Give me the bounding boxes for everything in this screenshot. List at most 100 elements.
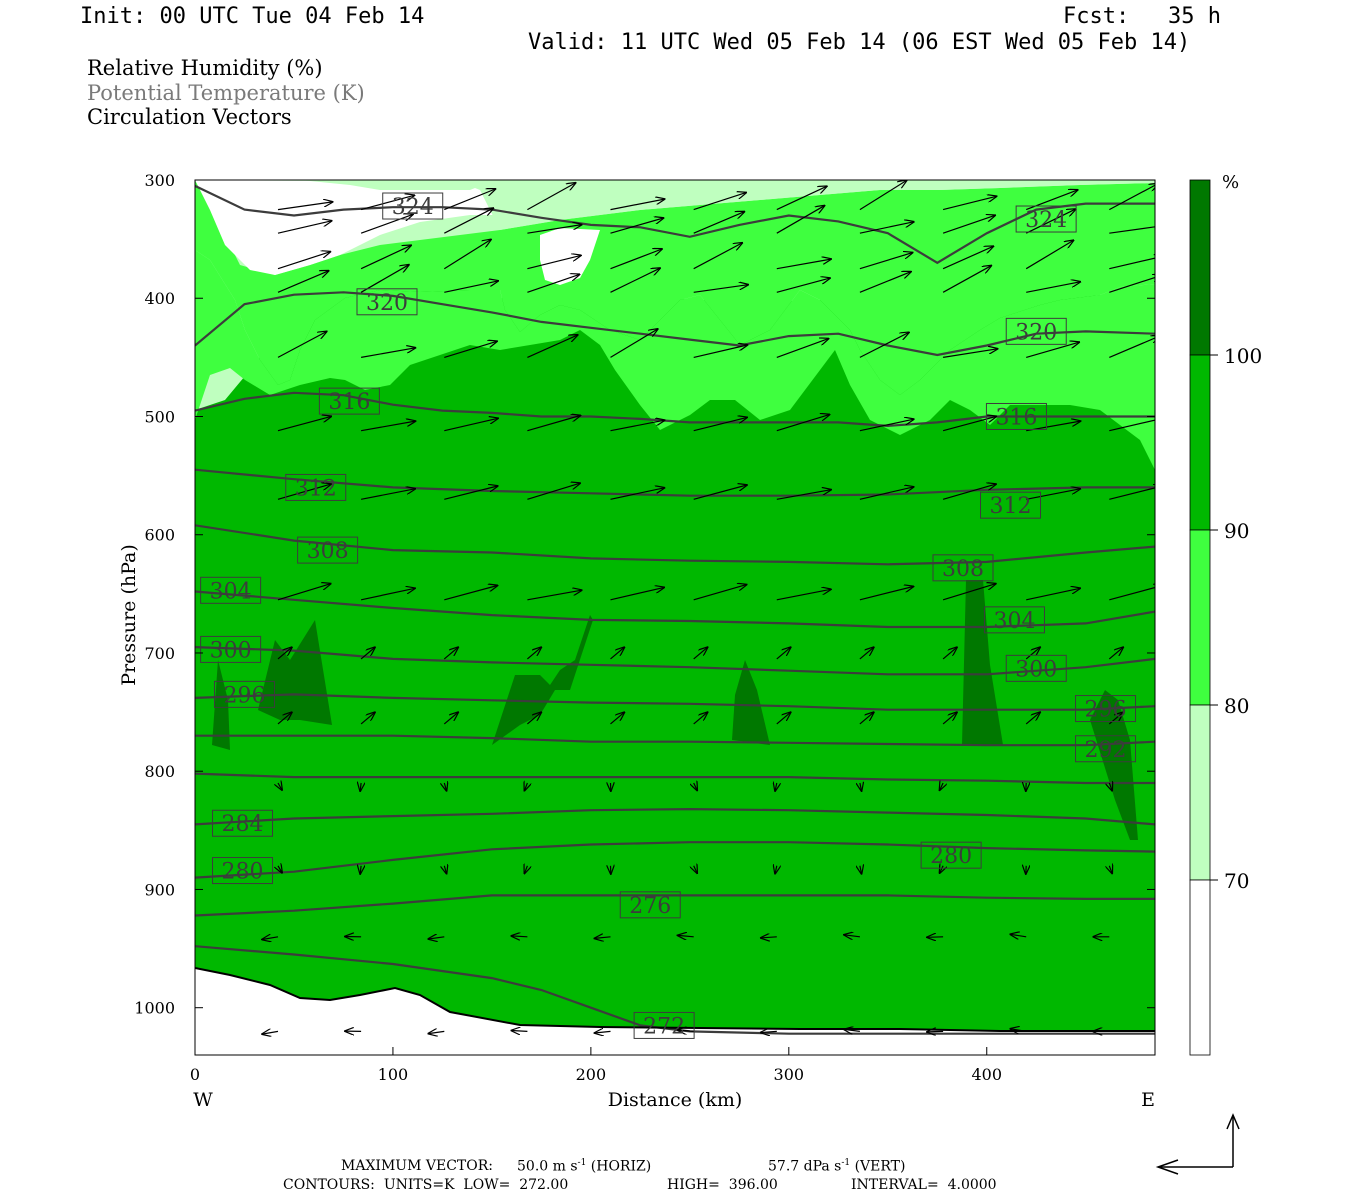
- circulation-vector: [1109, 336, 1155, 358]
- circulation-vector: [942, 484, 996, 500]
- circulation-vector: [610, 218, 664, 234]
- circulation-vector: [360, 588, 415, 601]
- circulation-vector: [527, 274, 579, 293]
- circulation-vector: [443, 712, 458, 725]
- theta-label: 316: [995, 405, 1037, 430]
- rh-above-100-region: [1090, 690, 1138, 840]
- circulation-vector: [511, 1031, 528, 1032]
- circulation-vector: [942, 584, 996, 601]
- circulation-vector: [444, 866, 446, 874]
- theta-label: 316: [328, 390, 370, 415]
- theta-label-box: [1075, 735, 1137, 763]
- circulation-vector: [525, 783, 528, 791]
- circulation-vector: [1109, 486, 1155, 500]
- circulation-vector: [595, 1031, 611, 1033]
- max-vector-vert: 57.7 dPa s-1 (VERT): [768, 1158, 905, 1175]
- circulation-vector: [940, 783, 944, 790]
- theta-contour-320: [195, 291, 1155, 357]
- theta-label-box: [983, 606, 1045, 634]
- circulation-vector: [277, 202, 333, 211]
- rh-80-90-lower-edge: [195, 250, 1155, 470]
- theta-contour-296: [195, 693, 1155, 711]
- theta-label: 292: [1085, 738, 1127, 763]
- circulation-vector: [277, 484, 331, 500]
- high-info: HIGH= 396.00: [667, 1177, 778, 1193]
- circulation-vector: [444, 586, 497, 601]
- circulation-vector: [927, 937, 944, 938]
- circulation-vector: [277, 221, 332, 234]
- circulation-vector: [761, 937, 777, 938]
- circulation-vector: [443, 647, 458, 660]
- rh-above-100-region: [962, 580, 1003, 745]
- theta-contour-272: [195, 945, 1155, 1035]
- theta-label-box: [212, 857, 274, 885]
- colorbar-tick-label: 90: [1224, 519, 1249, 543]
- colorbar-tick-label: 100: [1224, 344, 1262, 368]
- theta-label: 304: [993, 609, 1035, 634]
- theta-label-box: [200, 635, 262, 663]
- circulation-vector: [927, 1031, 944, 1032]
- circulation-vector: [776, 415, 830, 432]
- circulation-vector: [943, 349, 997, 358]
- max-vector-label: MAXIMUM VECTOR:: [341, 1158, 493, 1174]
- circulation-vector: [678, 935, 694, 936]
- circulation-vector: [859, 272, 911, 293]
- circulation-vector: [859, 712, 874, 725]
- circulation-vector: [693, 285, 748, 293]
- circulation-vector: [1010, 934, 1027, 937]
- circulation-vector: [444, 189, 495, 211]
- circulation-vector: [360, 348, 415, 358]
- circulation-vector: [527, 483, 580, 500]
- circulation-vector: [360, 866, 361, 874]
- theta-label: 312: [990, 494, 1032, 519]
- circulation-vector: [444, 486, 497, 500]
- circulation-vector: [360, 647, 375, 660]
- circulation-vector: [859, 487, 914, 500]
- circulation-vector: [776, 186, 827, 211]
- circulation-vector: [1026, 282, 1080, 293]
- circulation-vector: [761, 1031, 777, 1032]
- theta-label-box: [932, 554, 994, 582]
- circulation-vector: [860, 783, 862, 791]
- circulation-vector: [360, 195, 414, 211]
- circulation-vector: [942, 416, 996, 432]
- theta-label-box: [633, 1011, 695, 1039]
- circulation-vector: [277, 712, 292, 725]
- vert-value: 57.7 dPa s: [768, 1158, 842, 1175]
- y-tick-label: 600: [144, 526, 175, 545]
- circulation-vector: [428, 937, 445, 939]
- theta-label-box: [382, 192, 444, 220]
- circulation-vector: [610, 199, 665, 211]
- circulation-vector: [610, 420, 665, 432]
- theta-label-box: [318, 387, 380, 415]
- circulation-vector: [942, 266, 991, 293]
- theta-label: 304: [210, 579, 252, 604]
- theta-contour-280: [195, 841, 1155, 879]
- circulation-vector: [527, 416, 580, 432]
- circulation-vector: [527, 712, 541, 725]
- circulation-vector: [360, 783, 361, 791]
- circulation-vector: [444, 783, 446, 791]
- rh-below-70-top-left: [195, 180, 580, 275]
- circulation-vector: [859, 332, 909, 358]
- circulation-vector: [527, 590, 581, 601]
- circulation-vector: [610, 587, 665, 601]
- circulation-vector: [1109, 586, 1155, 601]
- circulation-vector: [277, 332, 327, 358]
- colorbar-unit: %: [1222, 172, 1239, 193]
- circulation-vector: [776, 278, 830, 293]
- circulation-vector: [610, 329, 658, 358]
- rh-above-100-region: [258, 620, 332, 725]
- interval-info: INTERVAL= 4.0000: [851, 1177, 997, 1193]
- x-tick-label: 100: [378, 1065, 409, 1084]
- theta-label-box: [985, 402, 1047, 430]
- legend-theta: Potential Temperature (K): [87, 81, 365, 105]
- circulation-vector: [277, 416, 331, 432]
- theta-contour-292: [195, 734, 1155, 747]
- colorbar-segment: [1189, 704, 1211, 881]
- theta-label: 296: [1085, 698, 1127, 723]
- east-label: E: [1141, 1089, 1155, 1111]
- y-tick-label: 800: [144, 762, 175, 781]
- theta-label: 300: [1015, 657, 1057, 682]
